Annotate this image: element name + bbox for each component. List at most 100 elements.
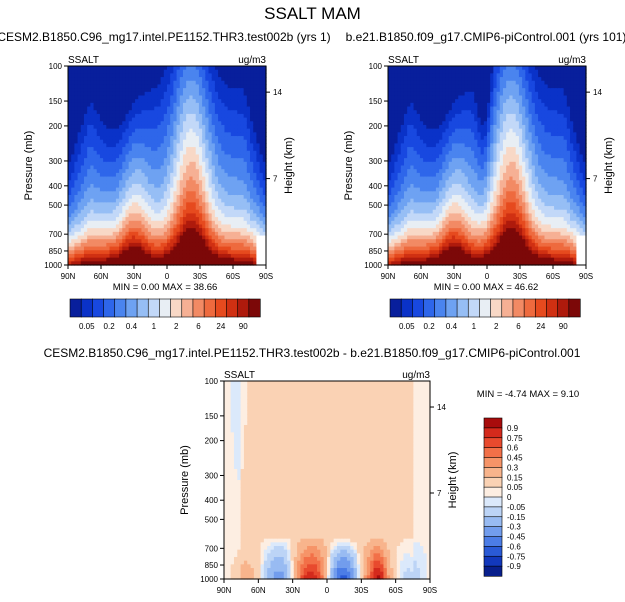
field-cell: [240, 95, 245, 100]
field-cell: [435, 150, 440, 156]
field-cell: [218, 217, 222, 222]
field-cell: [243, 194, 248, 200]
field-cell: [234, 99, 238, 104]
field-cell: [202, 176, 206, 181]
field-cell: [391, 80, 395, 86]
field-cell: [230, 235, 235, 240]
field-cell: [397, 110, 402, 115]
field-cell: [256, 136, 261, 141]
field-cell: [122, 180, 127, 185]
field-cell: [93, 80, 98, 86]
field-cell: [176, 253, 181, 259]
field-cell: [195, 257, 200, 262]
field-cell: [461, 235, 466, 240]
field-cell: [77, 202, 82, 207]
field-cell: [243, 220, 248, 226]
field-cell: [455, 66, 459, 71]
field-cell: [106, 95, 111, 100]
field-cell: [182, 88, 187, 93]
field-cell: [400, 261, 405, 266]
field-cell: [173, 220, 178, 226]
field-cell: [455, 194, 459, 200]
field-cell: [106, 169, 111, 174]
field-cell: [423, 209, 427, 215]
field-cell: [214, 128, 219, 133]
field-cell: [464, 143, 469, 148]
field-cell: [83, 69, 88, 74]
field-cell: [218, 124, 222, 130]
field-cell: [87, 147, 91, 152]
field-cell: [445, 84, 450, 89]
field-cell: [455, 102, 459, 108]
field-cell: [211, 246, 216, 251]
field-cell: [173, 242, 178, 248]
field-cell: [154, 165, 159, 170]
field-cell: [237, 88, 242, 93]
field-cell: [471, 121, 475, 126]
field-cell: [416, 213, 421, 218]
field-cell: [439, 113, 443, 119]
field-cell: [189, 165, 194, 170]
field-cell: [93, 206, 98, 211]
field-cell: [151, 231, 155, 237]
field-cell: [135, 169, 139, 174]
field-cell: [144, 172, 149, 178]
field-cell: [141, 206, 146, 211]
field-cell: [179, 209, 184, 215]
field-cell: [106, 158, 111, 163]
field-cell: [227, 198, 232, 203]
field-cell: [202, 213, 206, 218]
field-cell: [125, 80, 130, 86]
field-cell: [397, 132, 402, 137]
field-cell: [218, 194, 222, 200]
field-cell: [426, 224, 431, 229]
field-cell: [138, 228, 143, 233]
field-cell: [74, 99, 79, 104]
field-cell: [394, 77, 399, 82]
field-cell: [87, 220, 91, 226]
field-cell: [198, 128, 203, 133]
field-cell: [253, 194, 258, 200]
field-cell: [253, 147, 258, 152]
field-cell: [176, 224, 181, 229]
field-cell: [388, 206, 392, 211]
field-cell: [68, 132, 72, 137]
field-cell: [240, 161, 245, 167]
field-cell: [246, 128, 251, 133]
field-cell: [96, 191, 101, 196]
field-cell: [167, 77, 171, 82]
field-cell: [451, 194, 456, 200]
field-cell: [96, 110, 101, 115]
field-cell: [163, 224, 168, 229]
field-cell: [403, 209, 408, 215]
field-cell: [262, 176, 267, 181]
field-cell: [224, 91, 229, 97]
field-cell: [445, 231, 450, 237]
field-cell: [71, 73, 75, 78]
field-cell: [419, 261, 424, 266]
field-cell: [400, 88, 405, 93]
field-cell: [195, 113, 200, 119]
field-cell: [246, 209, 251, 215]
field-cell: [455, 242, 459, 248]
field-cell: [202, 77, 206, 82]
field-cell: [74, 117, 79, 122]
field-cell: [205, 143, 210, 148]
field-cell: [160, 209, 165, 215]
field-cell: [467, 220, 472, 226]
field-cell: [243, 117, 248, 122]
field-cell: [96, 66, 101, 71]
field-cell: [458, 187, 463, 192]
field-cell: [198, 121, 203, 126]
field-cell: [439, 165, 443, 170]
field-cell: [74, 154, 79, 159]
field-cell: [87, 224, 91, 229]
field-cell: [87, 143, 91, 148]
field-cell: [147, 209, 152, 215]
field-cell: [125, 84, 130, 89]
field-cell: [138, 121, 143, 126]
field-cell: [230, 88, 235, 93]
field-cell: [122, 121, 127, 126]
field-cell: [170, 113, 174, 119]
field-cell: [221, 73, 226, 78]
